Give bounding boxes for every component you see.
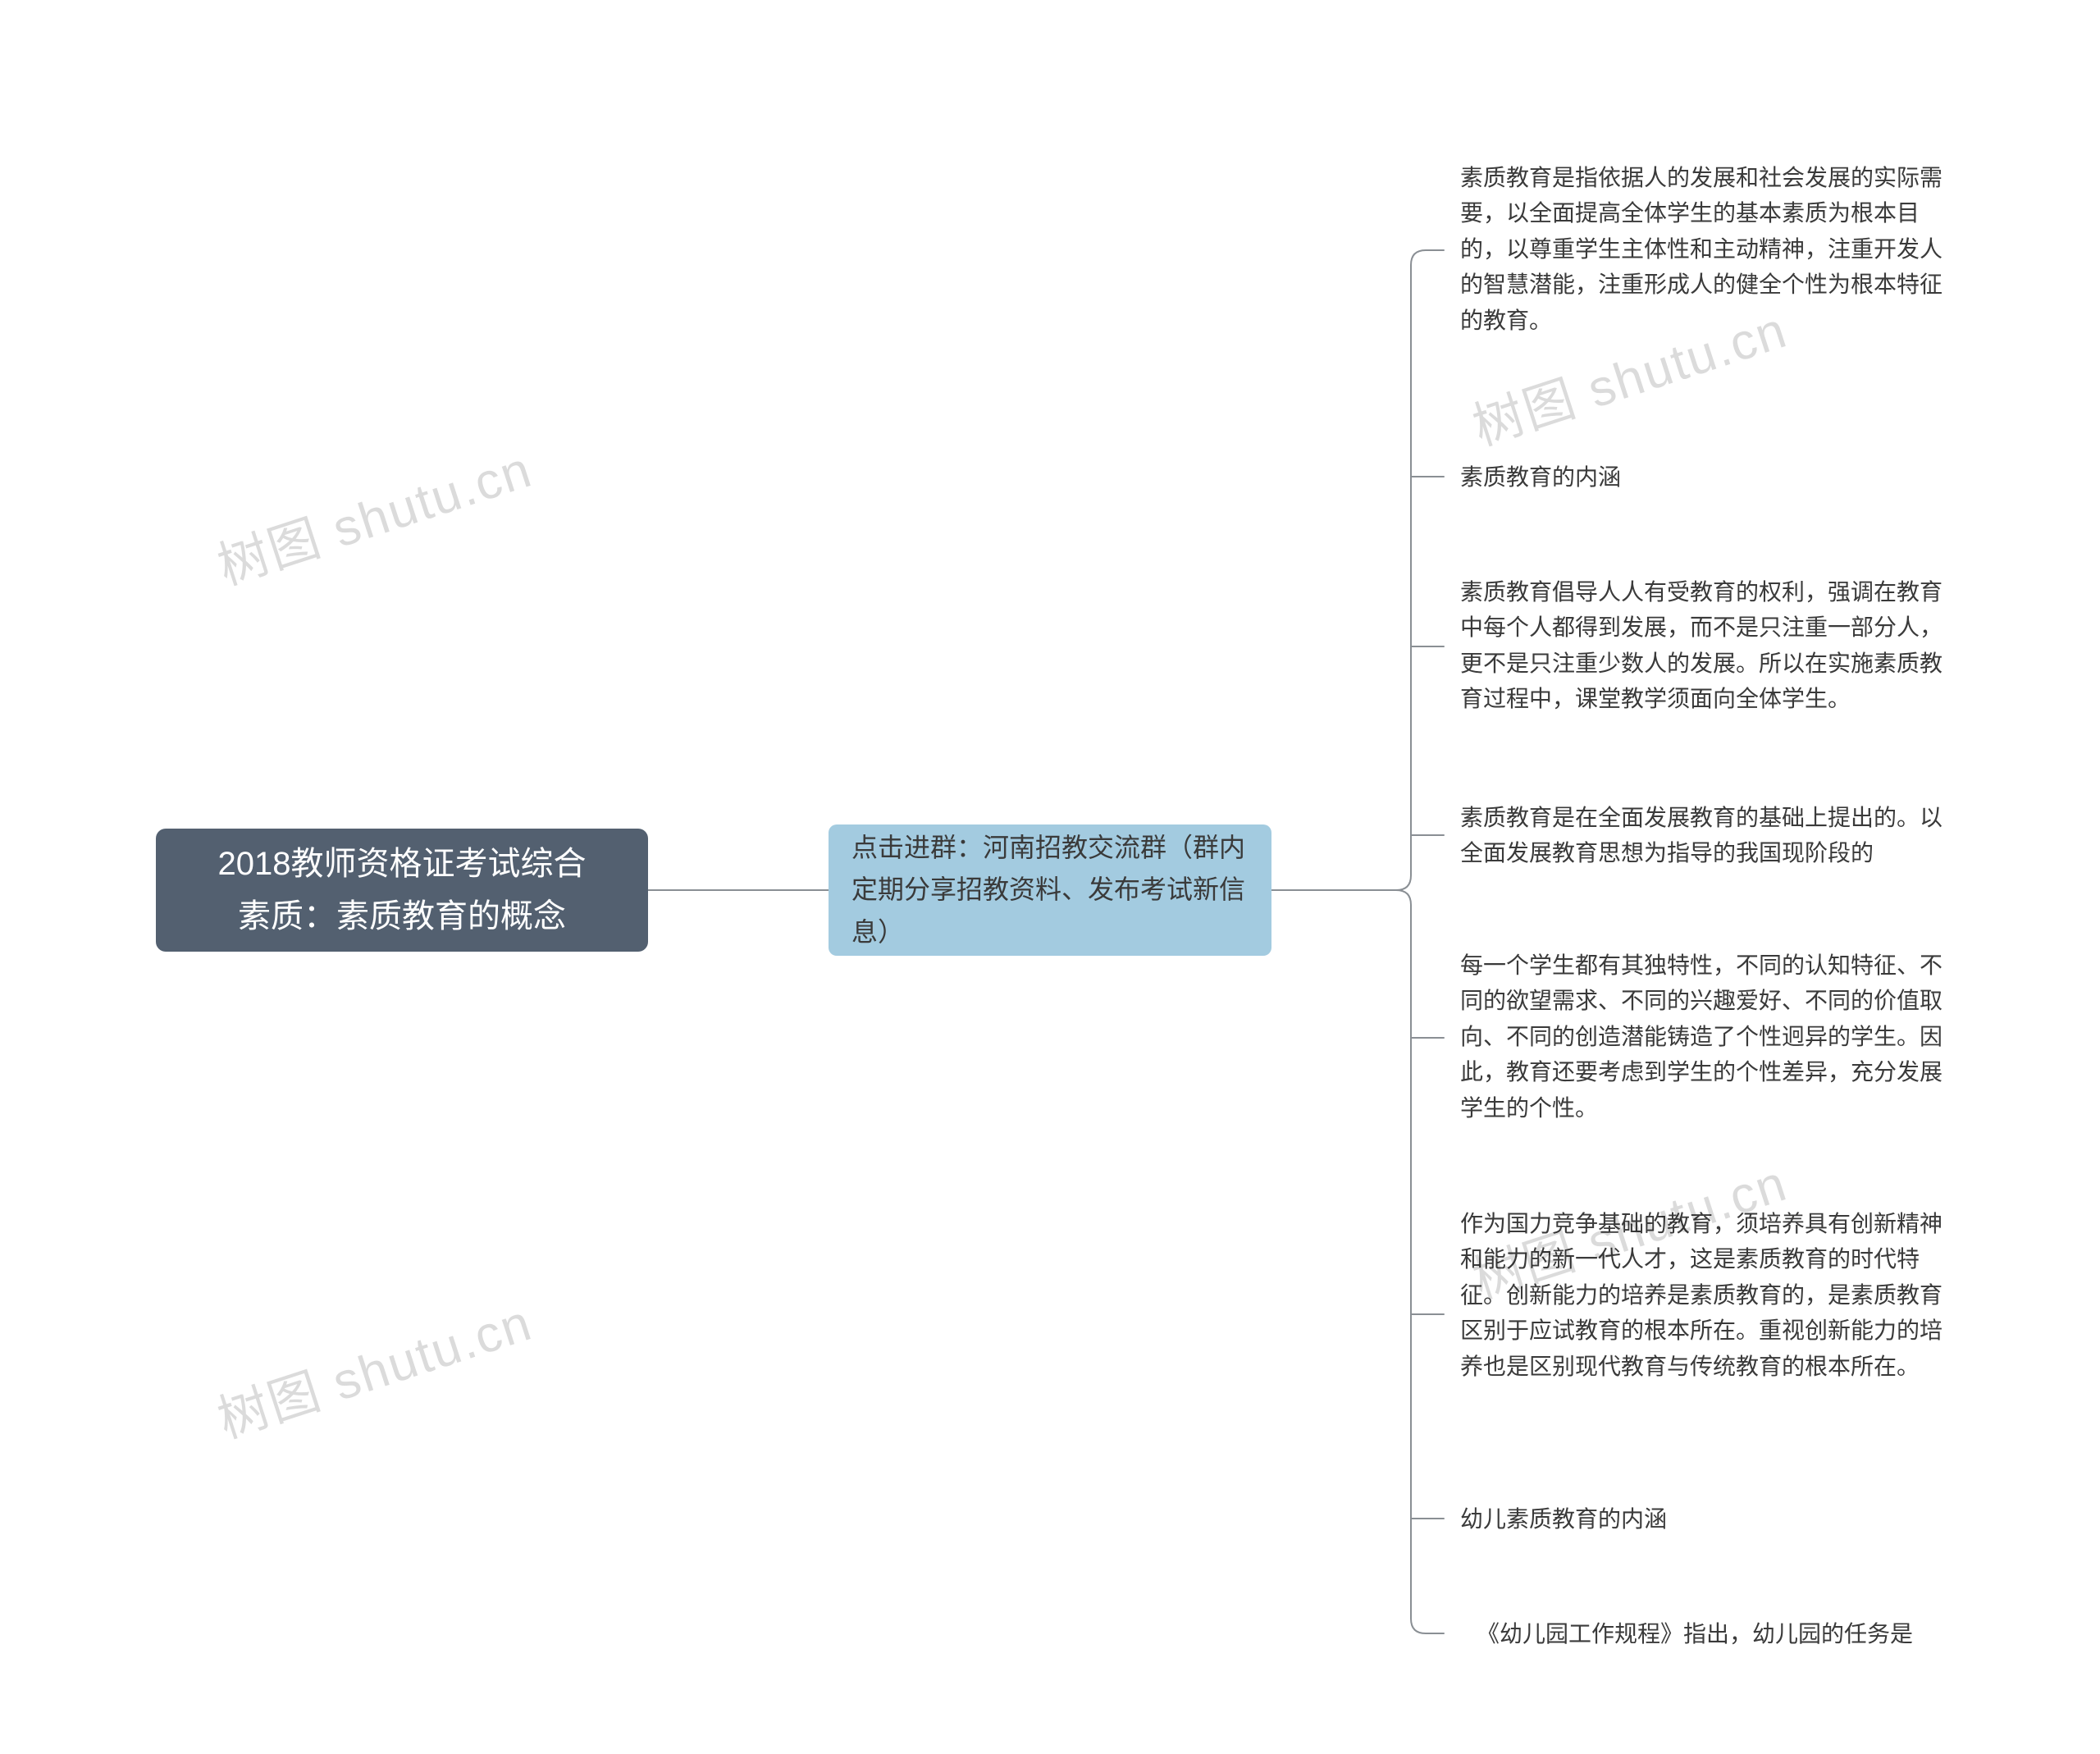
leaf-text: 素质教育是指依据人的发展和社会发展的实际需要，以全面提高全体学生的基本素质为根本… [1460,160,1961,338]
child-node-text: 点击进群：河南招教交流群（群内定期分享招教资料、发布考试新信息） [851,827,1249,953]
leaf-node[interactable]: 作为国力竞争基础的教育，须培养具有创新精神和能力的新一代人才，这是素质教育的时代… [1460,1206,1961,1384]
leaf-node[interactable]: 素质教育是指依据人的发展和社会发展的实际需要，以全面提高全体学生的基本素质为根本… [1460,160,1961,338]
root-line-2: 素质：素质教育的概念 [238,890,566,943]
leaf-node[interactable]: 每一个学生都有其独特性，不同的认知特征、不同的欲望需求、不同的兴趣爱好、不同的价… [1460,948,1961,1126]
child-node[interactable]: 点击进群：河南招教交流群（群内定期分享招教资料、发布考试新信息） [829,824,1271,956]
leaf-text: 《幼儿园工作规程》指出，幼儿园的任务是 [1477,1616,1913,1651]
leaf-node[interactable]: 幼儿素质教育的内涵 [1460,1501,1723,1537]
watermark-text: 树图 shutu.cn [207,1281,540,1452]
leaf-text: 素质教育倡导人人有受教育的权利，强调在教育中每个人都得到发展，而不是只注重一部分… [1460,574,1961,717]
leaf-node[interactable]: 《幼儿园工作规程》指出，幼儿园的任务是 [1477,1616,1961,1651]
leaf-node[interactable]: 素质教育是在全面发展教育的基础上提出的。以全面发展教育思想为指导的我国现阶段的 [1460,800,1961,871]
root-line-1: 2018教师资格证考试综合 [218,838,587,890]
leaf-text: 素质教育是在全面发展教育的基础上提出的。以全面发展教育思想为指导的我国现阶段的 [1460,800,1961,871]
leaf-text: 幼儿素质教育的内涵 [1460,1501,1667,1537]
leaf-text: 每一个学生都有其独特性，不同的认知特征、不同的欲望需求、不同的兴趣爱好、不同的价… [1460,948,1961,1126]
leaf-text: 素质教育的内涵 [1460,459,1621,495]
leaf-node[interactable]: 素质教育的内涵 [1460,459,1665,495]
leaf-node[interactable]: 素质教育倡导人人有受教育的权利，强调在教育中每个人都得到发展，而不是只注重一部分… [1460,574,1961,717]
mindmap-canvas: 2018教师资格证考试综合 素质：素质教育的概念 点击进群：河南招教交流群（群内… [0,0,2100,1754]
watermark-text: 树图 shutu.cn [207,428,540,599]
leaf-text: 作为国力竞争基础的教育，须培养具有创新精神和能力的新一代人才，这是素质教育的时代… [1460,1206,1961,1384]
root-node[interactable]: 2018教师资格证考试综合 素质：素质教育的概念 [156,829,648,952]
